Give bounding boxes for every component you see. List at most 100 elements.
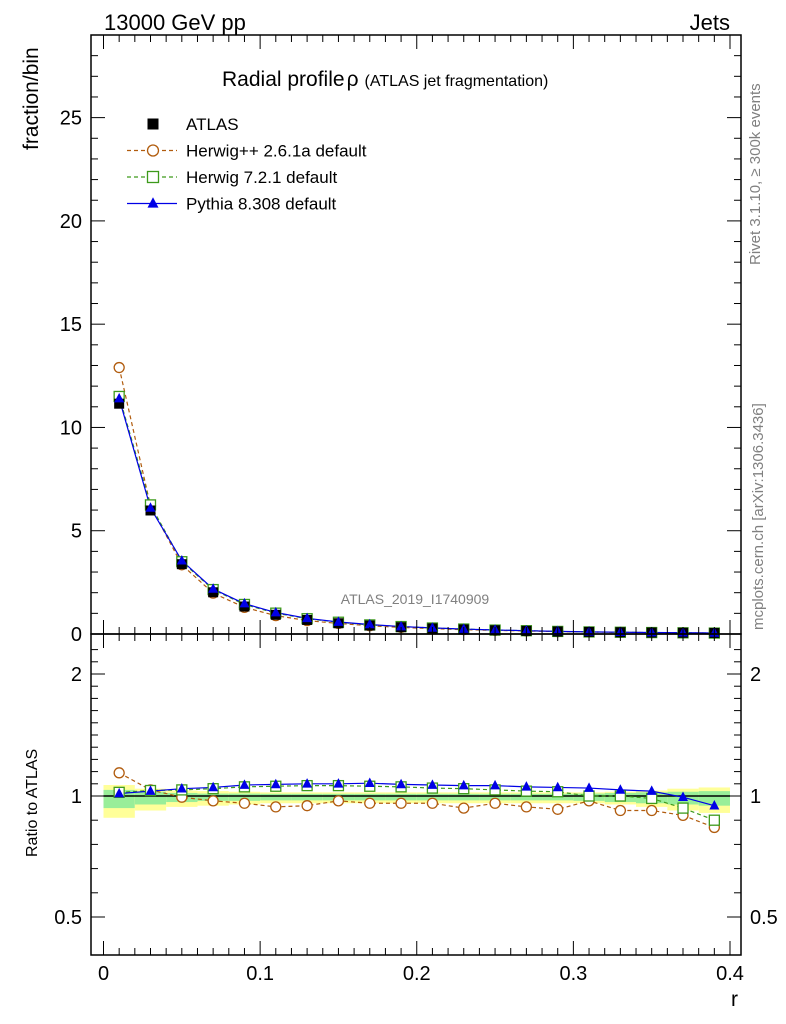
- ratio-y-tick-label-right: 0.5: [750, 907, 778, 929]
- ratio-y-tick-label-right: 2: [750, 664, 761, 686]
- ratio-data-point: [584, 782, 595, 792]
- main-data-point: [302, 612, 313, 623]
- ratio-data-point: [583, 790, 595, 802]
- ratio-data-point: [364, 777, 375, 787]
- main-y-tick-label: 15: [60, 314, 82, 336]
- ratio-data-point: [176, 782, 187, 793]
- ratio-data-point: [239, 779, 250, 789]
- ratio-band-green: [385, 793, 417, 801]
- ratio-data-point: [646, 804, 658, 817]
- ratio-data-point: [458, 802, 470, 814]
- ratio-data-point: [552, 803, 564, 815]
- main-y-tick-label: 5: [71, 521, 82, 543]
- legend-marker: [147, 118, 159, 130]
- main-y-tick-label: 0: [71, 624, 82, 646]
- ratio-data-point: [270, 778, 281, 789]
- main-data-point: [114, 392, 125, 403]
- ratio-data-point: [521, 781, 532, 791]
- legend-label: ATLAS: [186, 115, 239, 134]
- ratio-data-point: [520, 801, 533, 813]
- main-y-tick-label: 25: [60, 108, 82, 130]
- ratio-panel-frame: [90, 633, 742, 956]
- ratio-data-point: [145, 785, 156, 795]
- main-data-point: [113, 361, 125, 374]
- ratio-data-point: [427, 779, 438, 789]
- main-data-point: [364, 618, 375, 629]
- mcplots-reference-label: mcplots.cern.ch [arXiv:1306.3436]: [750, 403, 767, 630]
- ratio-band-green: [134, 791, 167, 805]
- ratio-y-tick-label-left: 1: [71, 786, 82, 808]
- ratio-data-point: [114, 787, 125, 798]
- main-data-point: [208, 583, 219, 593]
- ratio-data-point: [615, 784, 626, 794]
- main-data-point: [270, 606, 281, 617]
- legend-label: Herwig++ 2.6.1a default: [186, 142, 367, 161]
- ratio-data-point: [458, 779, 469, 790]
- ratio-band-green: [260, 793, 292, 801]
- legend-marker: [147, 197, 159, 208]
- analysis-watermark: ATLAS_2019_I1740909: [341, 591, 490, 607]
- main-data-point: [427, 622, 438, 632]
- plot-axes: 0 0.1 0.2 0.3 0.4 0 5 10 15 20 25 0.5 0.5 1 1 2 2: [54, 34, 778, 985]
- main-data-point: [333, 616, 344, 626]
- legend-label: Herwig 7.2.1 default: [186, 168, 337, 187]
- legend-marker: [146, 144, 160, 157]
- chart-subtitle: (ATLAS jet fragmentation): [365, 73, 549, 90]
- main-data-point: [239, 597, 250, 608]
- ratio-data-point: [489, 797, 501, 809]
- ratio-data-point: [552, 781, 563, 792]
- ratio-data-point: [614, 804, 627, 817]
- chart-title: Radial profileρ (ATLAS jet fragmentation): [222, 68, 548, 91]
- legend-label: Pythia 8.308 default: [186, 195, 337, 214]
- ratio-data-point: [708, 814, 720, 826]
- ratio-band-green: [416, 793, 449, 801]
- ratio-data-point: [364, 797, 376, 809]
- ratio-y-tick-label-left: 0.5: [54, 907, 82, 929]
- ratio-data-point: [302, 778, 313, 788]
- main-y-tick-label: 20: [60, 211, 82, 233]
- main-data-point: [176, 554, 187, 565]
- ratio-band-green: [103, 789, 135, 809]
- ratio-data-point: [709, 799, 720, 810]
- x-tick-label: 0: [98, 963, 109, 985]
- main-y-tick-label: 10: [60, 417, 82, 439]
- ratio-data-point: [426, 797, 439, 809]
- ratio-band-green: [479, 793, 511, 801]
- ratio-data-point: [333, 778, 344, 788]
- header-category-label: Jets: [690, 10, 730, 35]
- ratio-data-point: [113, 767, 125, 779]
- main-data-point: [396, 620, 407, 631]
- ratio-data-point: [490, 779, 501, 790]
- ratio-data-point: [332, 795, 345, 807]
- ratio-band-green: [228, 793, 261, 801]
- x-tick-label: 0.1: [246, 963, 274, 985]
- ratio-y-tick-label-right: 1: [750, 786, 761, 808]
- x-tick-label: 0.3: [559, 963, 587, 985]
- rivet-version-label: Rivet 3.1.10, ≥ 300k events: [747, 83, 764, 265]
- ratio-panel-series: [113, 767, 720, 834]
- ratio-data-point: [301, 800, 313, 812]
- ratio-data-point: [270, 801, 282, 813]
- main-data-point: [145, 502, 156, 512]
- ratio-band-green: [698, 791, 730, 806]
- legend-marker: [146, 170, 160, 184]
- ratio-band-green: [354, 793, 386, 801]
- ratio-band-green: [510, 793, 543, 801]
- ratio-data-point: [395, 797, 407, 809]
- ratio-data-point: [646, 785, 657, 795]
- ratio-data-point: [677, 802, 689, 814]
- ratio-band-green: [291, 793, 323, 801]
- main-y-axis-label: fraction/bin: [20, 47, 43, 150]
- x-tick-label: 0.4: [716, 963, 744, 985]
- legend: ATLAS Herwig++ 2.6.1a default Herwig 7.2.1…: [127, 115, 367, 214]
- ratio-y-tick-label-left: 2: [71, 664, 82, 686]
- chart-title-symbol: ρ: [347, 68, 359, 91]
- chart-title-main: Radial profile: [222, 68, 345, 91]
- ratio-data-point: [208, 781, 219, 792]
- ratio-band-green: [448, 793, 480, 801]
- ratio-data-point: [396, 778, 407, 789]
- x-axis-label: r: [731, 988, 738, 1011]
- ratio-y-axis-label: Ratio to ATLAS: [24, 749, 41, 857]
- ratio-data-point: [678, 791, 689, 802]
